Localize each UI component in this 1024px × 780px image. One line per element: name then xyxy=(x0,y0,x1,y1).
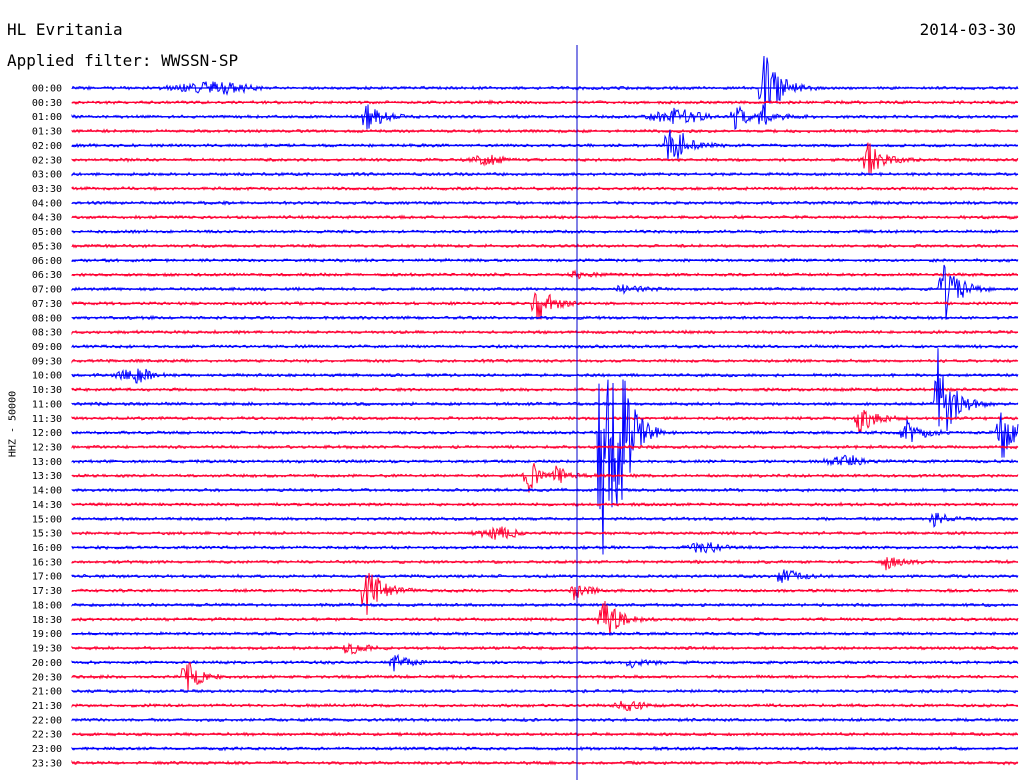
time-tick-1500: 15:00 xyxy=(32,514,62,525)
time-tick-2330: 23:30 xyxy=(32,758,62,769)
time-tick-2300: 23:00 xyxy=(32,744,62,755)
time-tick-1030: 10:30 xyxy=(32,385,62,396)
time-tick-1630: 16:30 xyxy=(32,557,62,568)
time-tick-2200: 22:00 xyxy=(32,715,62,726)
seismic-traces xyxy=(71,55,1019,766)
time-tick-2130: 21:30 xyxy=(32,701,62,712)
date-label: 2014-03-30 xyxy=(919,20,1016,39)
trace-1500 xyxy=(71,512,1019,528)
trace-0230 xyxy=(71,142,1019,176)
time-tick-0400: 04:00 xyxy=(32,198,62,209)
time-tick-2230: 22:30 xyxy=(32,730,62,741)
time-tick-0900: 09:00 xyxy=(32,342,62,353)
time-tick-0130: 01:30 xyxy=(32,127,62,138)
trace-1630 xyxy=(71,557,1019,571)
time-tick-1000: 10:00 xyxy=(32,371,62,382)
time-tick-1730: 17:30 xyxy=(32,586,62,597)
time-tick-0300: 03:00 xyxy=(32,170,62,181)
time-tick-1100: 11:00 xyxy=(32,399,62,410)
time-tick-0800: 08:00 xyxy=(32,313,62,324)
time-tick-1200: 12:00 xyxy=(32,428,62,439)
filter-label: Applied filter: WWSSN-SP xyxy=(7,51,239,70)
trace-1730 xyxy=(71,572,1019,615)
time-tick-1600: 16:00 xyxy=(32,543,62,554)
time-tick-1530: 15:30 xyxy=(32,529,62,540)
trace-1330 xyxy=(71,463,1019,493)
time-tick-2000: 20:00 xyxy=(32,658,62,669)
time-tick-0730: 07:30 xyxy=(32,299,62,310)
time-tick-0530: 05:30 xyxy=(32,241,62,252)
time-tick-0430: 04:30 xyxy=(32,213,62,224)
time-tick-0100: 01:00 xyxy=(32,112,62,123)
time-tick-1430: 14:30 xyxy=(32,500,62,511)
trace-1930 xyxy=(71,642,1019,655)
time-tick-1800: 18:00 xyxy=(32,600,62,611)
trace-1200 xyxy=(71,379,1019,555)
time-tick-0000: 00:00 xyxy=(32,84,62,95)
trace-0030 xyxy=(71,99,1019,106)
time-tick-0700: 07:00 xyxy=(32,285,62,296)
time-tick-1400: 14:00 xyxy=(32,486,62,497)
trace-2000 xyxy=(71,653,1019,672)
time-tick-0200: 02:00 xyxy=(32,141,62,152)
trace-0700 xyxy=(71,264,1019,320)
time-tick-0330: 03:30 xyxy=(32,184,62,195)
time-tick-1700: 17:00 xyxy=(32,572,62,583)
time-tick-1130: 11:30 xyxy=(32,414,62,425)
time-tick-1330: 13:30 xyxy=(32,471,62,482)
trace-1130 xyxy=(71,409,1019,434)
time-tick-1300: 13:00 xyxy=(32,457,62,468)
time-tick-0930: 09:30 xyxy=(32,356,62,367)
time-tick-0030: 00:30 xyxy=(32,98,62,109)
time-tick-0600: 06:00 xyxy=(32,256,62,267)
time-tick-0500: 05:00 xyxy=(32,227,62,238)
time-tick-0830: 08:30 xyxy=(32,328,62,339)
time-tick-2100: 21:00 xyxy=(32,687,62,698)
time-tick-1230: 12:30 xyxy=(32,443,62,454)
station-name: HL Evritania xyxy=(7,20,123,39)
time-tick-0230: 02:30 xyxy=(32,155,62,166)
time-tick-2030: 20:30 xyxy=(32,672,62,683)
trace-1300 xyxy=(71,454,1018,467)
trace-0730 xyxy=(71,292,1019,320)
time-tick-1900: 19:00 xyxy=(32,629,62,640)
time-tick-1830: 18:30 xyxy=(32,615,62,626)
time-tick-0630: 06:30 xyxy=(32,270,62,281)
time-tick-labels: 00:00 00:30 01:00 01:30 02:00 02:30 03:00 03:30… xyxy=(32,84,62,770)
time-tick-1930: 19:30 xyxy=(32,644,62,655)
